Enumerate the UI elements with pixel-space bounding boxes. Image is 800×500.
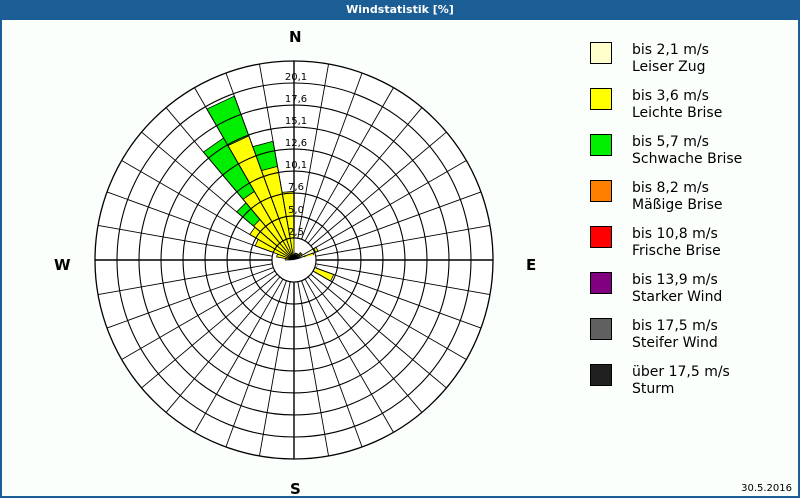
legend-swatch [590,88,612,110]
legend-range: bis 8,2 m/s [632,180,709,196]
legend-range: bis 3,6 m/s [632,88,709,104]
svg-text:2,5: 2,5 [288,227,304,238]
legend-label: Steifer Wind [632,335,718,351]
compass-south: S [290,480,301,498]
legend-range: bis 17,5 m/s [632,318,718,334]
legend-swatch [590,318,612,340]
legend-swatch [590,364,612,386]
wind-rose-chart: 2,5 5,0 7,6 10,1 12,6 15,1 17,6 20,1 [94,60,494,460]
compass-west: W [54,256,71,274]
legend-swatch [590,180,612,202]
compass-east: E [526,256,537,274]
legend-label: Leiser Zug [632,59,706,75]
legend-label: Schwache Brise [632,151,743,167]
legend-label: Mäßige Brise [632,197,723,213]
legend-label: Leichte Brise [632,105,723,121]
svg-text:7,6: 7,6 [288,182,304,193]
legend-swatch [590,272,612,294]
legend-range: bis 2,1 m/s [632,42,709,58]
svg-text:15,1: 15,1 [285,116,307,127]
compass-north: N [289,28,302,46]
polar-grid [94,60,494,460]
wind-sectors [95,61,493,459]
legend-swatch [590,226,612,248]
legend-swatch [590,42,612,64]
legend-label: Starker Wind [632,289,723,305]
svg-text:20,1: 20,1 [285,72,307,83]
legend-range: bis 13,9 m/s [632,272,718,288]
svg-text:10,1: 10,1 [285,160,307,171]
svg-text:5,0: 5,0 [288,205,304,216]
date-stamp: 30.5.2016 [741,483,792,494]
ring-labels: 2,5 5,0 7,6 10,1 12,6 15,1 17,6 20,1 [285,72,307,238]
legend-label: Frische Brise [632,243,721,259]
legend-range: bis 5,7 m/s [632,134,709,150]
legend-range: über 17,5 m/s [632,364,730,380]
window-title: Windstatistik [%] [0,0,800,20]
svg-text:17,6: 17,6 [285,94,307,105]
legend-swatch [590,134,612,156]
legend-range: bis 10,8 m/s [632,226,718,242]
svg-text:12,6: 12,6 [285,138,307,149]
legend-label: Sturm [632,381,675,397]
